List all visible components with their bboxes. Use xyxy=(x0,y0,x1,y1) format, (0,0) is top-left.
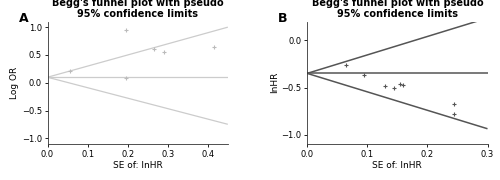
Text: B: B xyxy=(278,12,288,25)
X-axis label: SE of: lnHR: SE of: lnHR xyxy=(113,161,162,170)
X-axis label: SE of: lnHR: SE of: lnHR xyxy=(372,161,422,170)
Y-axis label: lnHR: lnHR xyxy=(270,72,278,93)
Title: Begg's funnel plot with pseudo
95% confidence limits: Begg's funnel plot with pseudo 95% confi… xyxy=(52,0,224,19)
Title: Begg's funnel plot with pseudo
95% confidence limits: Begg's funnel plot with pseudo 95% confi… xyxy=(312,0,483,19)
Text: A: A xyxy=(18,12,28,25)
Y-axis label: Log OR: Log OR xyxy=(10,67,19,99)
